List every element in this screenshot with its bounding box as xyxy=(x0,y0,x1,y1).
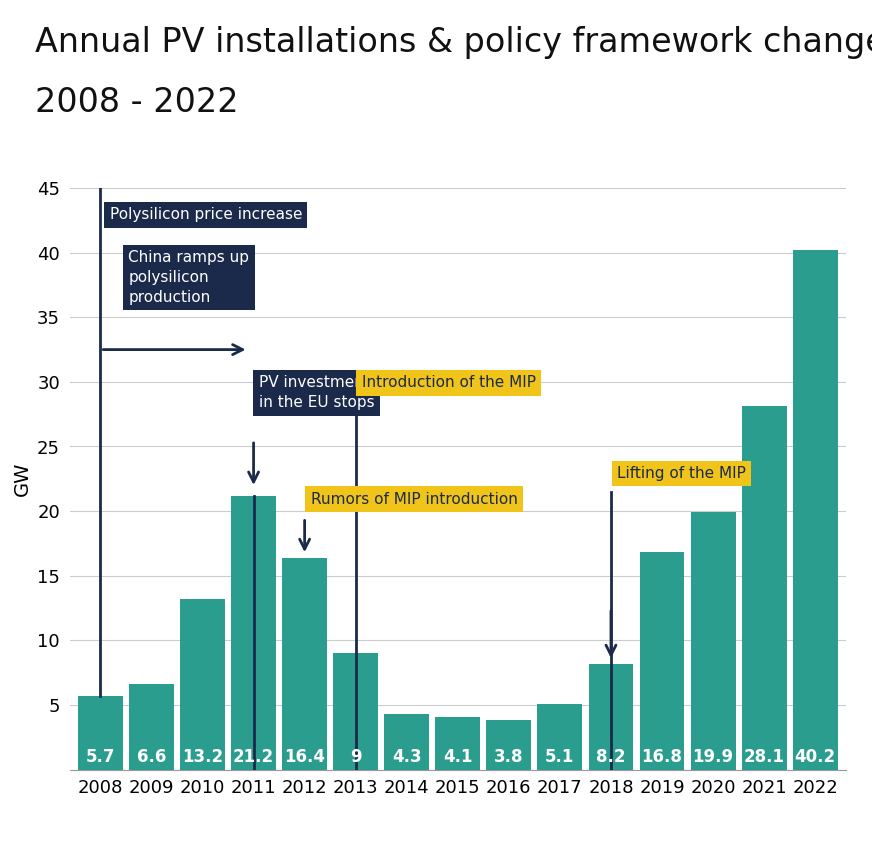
Bar xyxy=(78,696,123,770)
Text: 9: 9 xyxy=(350,748,362,766)
Bar xyxy=(793,251,838,770)
Text: 4.3: 4.3 xyxy=(392,748,421,766)
Text: 5.1: 5.1 xyxy=(545,748,575,766)
Bar xyxy=(333,653,378,770)
Text: Polysilicon price increase: Polysilicon price increase xyxy=(110,208,302,222)
Text: China ramps up
polysilicon
production: China ramps up polysilicon production xyxy=(128,251,249,304)
Text: Annual PV installations & policy framework changes in the EU,: Annual PV installations & policy framewo… xyxy=(35,26,872,59)
Bar xyxy=(129,684,174,770)
Text: Introduction of the MIP: Introduction of the MIP xyxy=(362,375,535,391)
Bar xyxy=(589,663,633,770)
Text: 16.4: 16.4 xyxy=(284,748,325,766)
Bar xyxy=(537,704,582,770)
Text: 28.1: 28.1 xyxy=(744,748,785,766)
Text: 3.8: 3.8 xyxy=(494,748,523,766)
Bar xyxy=(487,721,531,770)
Text: 16.8: 16.8 xyxy=(642,748,683,766)
Text: Rumors of MIP introduction: Rumors of MIP introduction xyxy=(310,492,518,507)
Text: 21.2: 21.2 xyxy=(233,748,274,766)
Y-axis label: GW: GW xyxy=(12,462,31,496)
Text: 40.2: 40.2 xyxy=(794,748,835,766)
Bar xyxy=(231,496,276,770)
Text: Lifting of the MIP: Lifting of the MIP xyxy=(617,466,746,481)
Text: 8.2: 8.2 xyxy=(596,748,626,766)
Bar xyxy=(283,557,327,770)
Text: 4.1: 4.1 xyxy=(443,748,473,766)
Bar xyxy=(639,552,685,770)
Bar xyxy=(385,714,429,770)
Bar xyxy=(742,406,787,770)
Bar xyxy=(180,599,225,770)
Bar xyxy=(435,716,480,770)
Text: 19.9: 19.9 xyxy=(692,748,733,766)
Text: PV investment
in the EU stops: PV investment in the EU stops xyxy=(259,375,374,410)
Text: 6.6: 6.6 xyxy=(137,748,167,766)
Text: 2008 - 2022: 2008 - 2022 xyxy=(35,86,239,119)
Text: 5.7: 5.7 xyxy=(85,748,115,766)
Bar xyxy=(691,512,736,770)
Text: 13.2: 13.2 xyxy=(182,748,223,766)
